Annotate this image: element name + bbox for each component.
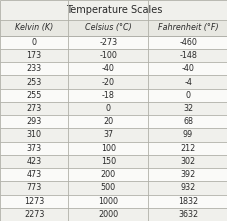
- Text: 1000: 1000: [98, 197, 118, 206]
- Text: -100: -100: [99, 51, 117, 60]
- Text: 100: 100: [100, 144, 115, 153]
- Text: 500: 500: [100, 183, 115, 192]
- Bar: [0, 168, 227, 181]
- Text: 0: 0: [105, 104, 110, 113]
- Bar: [0, 181, 227, 194]
- Text: 2000: 2000: [98, 210, 118, 219]
- Bar: [0, 115, 227, 128]
- Text: -460: -460: [178, 38, 196, 47]
- Bar: [0, 128, 227, 142]
- Text: 932: 932: [180, 183, 195, 192]
- Text: 253: 253: [27, 78, 42, 87]
- Bar: [0, 89, 227, 102]
- Text: 68: 68: [182, 117, 192, 126]
- Bar: [0, 36, 227, 49]
- Text: 293: 293: [27, 117, 42, 126]
- Text: 273: 273: [27, 104, 42, 113]
- Text: -4: -4: [183, 78, 191, 87]
- Bar: [0, 194, 227, 208]
- Text: 173: 173: [27, 51, 42, 60]
- Bar: [0, 142, 227, 155]
- Text: 233: 233: [27, 64, 42, 73]
- Text: -273: -273: [99, 38, 117, 47]
- Text: 3632: 3632: [177, 210, 197, 219]
- Bar: [0, 62, 227, 75]
- Bar: [0, 0, 227, 20]
- Text: Temperature Scales: Temperature Scales: [66, 5, 161, 15]
- Text: 255: 255: [26, 91, 42, 100]
- Text: 0: 0: [32, 38, 37, 47]
- Text: Kelvin (K): Kelvin (K): [15, 23, 53, 32]
- Bar: [0, 49, 227, 62]
- Text: 20: 20: [103, 117, 113, 126]
- Text: 1832: 1832: [177, 197, 197, 206]
- Bar: [0, 20, 227, 36]
- Text: 773: 773: [27, 183, 42, 192]
- Text: 423: 423: [27, 157, 42, 166]
- Text: 1273: 1273: [24, 197, 44, 206]
- Text: 32: 32: [182, 104, 192, 113]
- Text: 302: 302: [180, 157, 195, 166]
- Text: 0: 0: [185, 91, 190, 100]
- Text: -40: -40: [181, 64, 194, 73]
- Text: 373: 373: [27, 144, 42, 153]
- Text: 150: 150: [100, 157, 115, 166]
- Text: 473: 473: [27, 170, 42, 179]
- Text: 99: 99: [182, 130, 192, 139]
- Bar: [0, 102, 227, 115]
- Text: Fahrenheit (°F): Fahrenheit (°F): [157, 23, 217, 32]
- Text: 200: 200: [100, 170, 115, 179]
- Text: -20: -20: [101, 78, 114, 87]
- Text: -18: -18: [101, 91, 114, 100]
- Bar: [0, 208, 227, 221]
- Text: Celsius (°C): Celsius (°C): [84, 23, 131, 32]
- Bar: [0, 75, 227, 89]
- Text: 310: 310: [27, 130, 42, 139]
- Text: 37: 37: [103, 130, 113, 139]
- Text: 392: 392: [180, 170, 195, 179]
- Text: -148: -148: [178, 51, 196, 60]
- Text: 212: 212: [180, 144, 195, 153]
- Bar: [0, 155, 227, 168]
- Text: 2273: 2273: [24, 210, 44, 219]
- Text: -40: -40: [101, 64, 114, 73]
